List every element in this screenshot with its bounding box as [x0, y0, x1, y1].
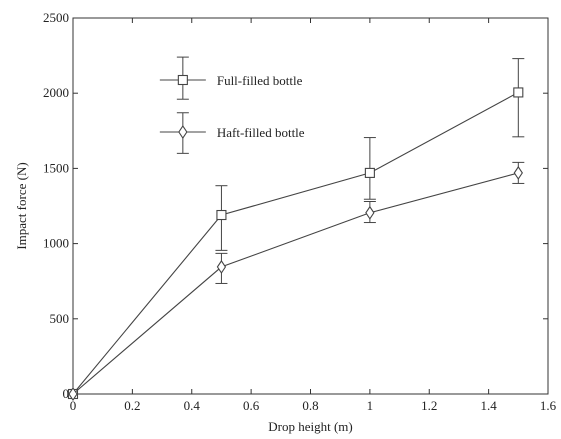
x-tick-label: 1.2	[421, 398, 437, 413]
series-2	[68, 161, 525, 401]
data-point	[513, 87, 524, 98]
data-point	[68, 387, 78, 401]
y-tick-label: 2000	[43, 85, 69, 100]
y-tick-label: 1000	[43, 236, 69, 251]
y-tick-label: 0	[63, 386, 70, 401]
legend-label: Full-filled bottle	[217, 73, 303, 88]
legend-item-2: Haft-filled bottle	[159, 112, 305, 154]
data-point	[364, 167, 375, 178]
x-tick-label: 1	[367, 398, 374, 413]
data-point	[513, 165, 523, 180]
x-tick-label: 0.2	[124, 398, 140, 413]
data-point	[216, 259, 227, 274]
series-line	[72, 91, 519, 395]
data-point	[216, 209, 227, 221]
legend-item-1: Full-filled bottle	[159, 56, 303, 100]
x-tick-label: 0.4	[184, 398, 201, 413]
legend-marker	[178, 125, 188, 139]
plot-area	[72, 17, 549, 395]
y-tick-label: 2500	[43, 10, 69, 25]
data-point	[365, 205, 375, 220]
y-tick-label: 500	[50, 311, 70, 326]
legend-marker	[177, 74, 188, 86]
x-tick-label: 1.4	[481, 398, 498, 413]
legend: Full-filled bottle Haft-filled bottle	[159, 56, 305, 154]
x-axis-label: Drop height (m)	[268, 419, 352, 434]
x-tick-label: 0.6	[243, 398, 260, 413]
legend-label: Haft-filled bottle	[217, 125, 305, 140]
series-layer	[67, 58, 525, 401]
axis-ticks: 0 0.2 0.4 0.6 0.8 1 1.2 1.4 1.6 0 500 1000 1500 2000 2…	[43, 10, 557, 413]
x-tick-label: 1.6	[540, 398, 557, 413]
x-tick-label: 0	[70, 398, 77, 413]
y-axis-label: Impact force (N)	[14, 162, 29, 249]
series-line	[72, 172, 519, 395]
x-tick-label: 0.8	[302, 398, 318, 413]
y-tick-label: 1500	[43, 160, 69, 175]
